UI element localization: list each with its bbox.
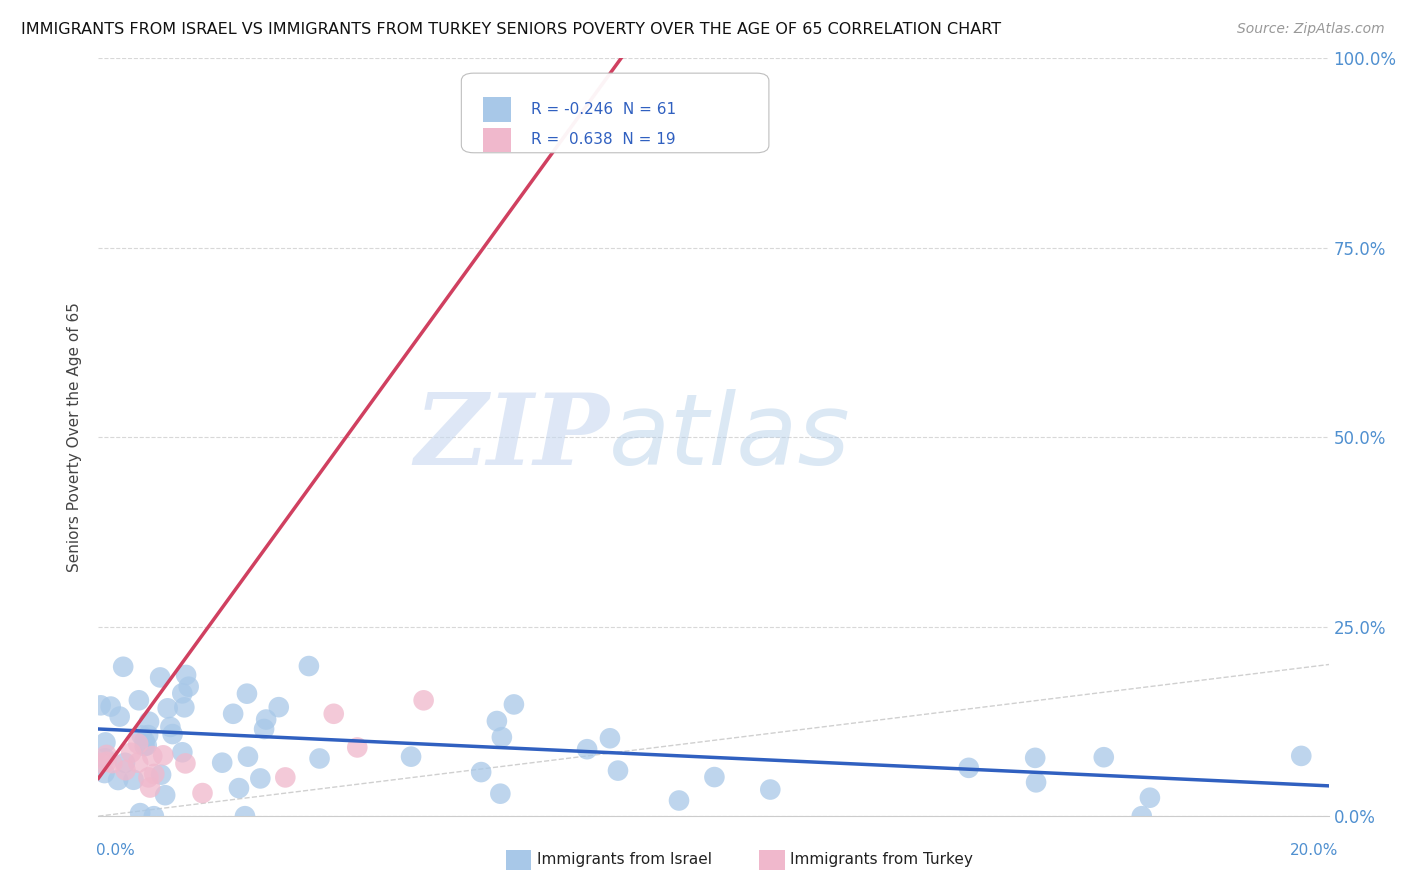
Point	[135, 739, 157, 753]
Point	[1130, 809, 1153, 823]
Point	[150, 767, 173, 781]
Point	[503, 698, 526, 712]
Point	[114, 763, 136, 777]
Text: R = -0.246  N = 61: R = -0.246 N = 61	[531, 102, 676, 117]
Text: atlas: atlas	[609, 389, 851, 485]
Text: IMMIGRANTS FROM ISRAEL VS IMMIGRANTS FROM TURKEY SENIORS POVERTY OVER THE AGE OF: IMMIGRANTS FROM ISRAEL VS IMMIGRANTS FRO…	[21, 22, 1001, 37]
Text: R =  0.638  N = 19: R = 0.638 N = 19	[531, 132, 676, 147]
Point	[191, 786, 214, 800]
Point	[156, 701, 179, 715]
Point	[308, 751, 330, 765]
Point	[177, 680, 200, 694]
Point	[399, 749, 422, 764]
Point	[298, 659, 321, 673]
Point	[172, 686, 194, 700]
Point	[485, 714, 508, 728]
Point	[89, 756, 111, 770]
Point	[93, 766, 115, 780]
Point	[211, 756, 233, 770]
Point	[136, 728, 159, 742]
Point	[114, 756, 136, 770]
Text: 0.0%: 0.0%	[96, 843, 135, 858]
Point	[236, 687, 259, 701]
Point	[267, 700, 290, 714]
Point	[142, 809, 165, 823]
Point	[1092, 750, 1115, 764]
Point	[100, 699, 122, 714]
FancyBboxPatch shape	[461, 73, 769, 153]
Point	[274, 771, 297, 785]
Point	[162, 727, 184, 741]
Point	[152, 748, 174, 763]
Point	[128, 693, 150, 707]
Point	[957, 761, 980, 775]
Point	[222, 706, 245, 721]
Point	[228, 781, 250, 796]
Text: ZIP: ZIP	[413, 389, 609, 485]
Point	[134, 739, 156, 753]
Point	[107, 772, 129, 787]
Point	[112, 659, 135, 673]
Point	[346, 740, 368, 755]
Point	[1025, 775, 1047, 789]
Point	[139, 780, 162, 795]
Point	[96, 755, 118, 769]
Point	[759, 782, 782, 797]
Point	[94, 751, 117, 765]
Text: Source: ZipAtlas.com: Source: ZipAtlas.com	[1237, 22, 1385, 37]
Point	[174, 756, 197, 771]
Point	[607, 764, 630, 778]
Point	[491, 730, 513, 744]
Point	[322, 706, 344, 721]
Point	[96, 747, 118, 762]
Point	[412, 693, 434, 707]
Point	[703, 770, 725, 784]
Text: Immigrants from Turkey: Immigrants from Turkey	[790, 853, 973, 867]
Point	[131, 728, 153, 742]
Point	[141, 749, 163, 764]
Point	[143, 767, 166, 781]
Point	[127, 737, 149, 751]
Point	[153, 788, 176, 802]
Point	[101, 756, 124, 771]
Point	[129, 806, 152, 821]
Point	[94, 735, 117, 749]
Point	[668, 793, 690, 807]
Point	[249, 772, 271, 786]
Point	[122, 772, 145, 787]
Y-axis label: Seniors Poverty Over the Age of 65: Seniors Poverty Over the Age of 65	[67, 302, 83, 572]
Point	[1139, 790, 1161, 805]
Point	[138, 771, 160, 785]
Point	[254, 713, 277, 727]
Text: Immigrants from Israel: Immigrants from Israel	[537, 853, 711, 867]
Point	[120, 746, 142, 760]
Point	[108, 709, 131, 723]
Point	[470, 765, 492, 780]
Point	[90, 698, 112, 713]
Point	[599, 731, 621, 746]
Bar	[484, 128, 510, 152]
Text: 20.0%: 20.0%	[1291, 843, 1339, 858]
Point	[1024, 751, 1046, 765]
Point	[233, 809, 256, 823]
Point	[134, 734, 156, 748]
Point	[236, 749, 259, 764]
Point	[576, 742, 599, 756]
Point	[489, 787, 512, 801]
Point	[149, 670, 172, 684]
Point	[1291, 748, 1313, 763]
Point	[173, 700, 195, 714]
Point	[253, 722, 276, 736]
Point	[172, 745, 194, 759]
Point	[174, 668, 197, 682]
Point	[127, 756, 149, 770]
Bar	[484, 97, 510, 121]
Point	[138, 714, 160, 729]
Point	[159, 720, 181, 734]
